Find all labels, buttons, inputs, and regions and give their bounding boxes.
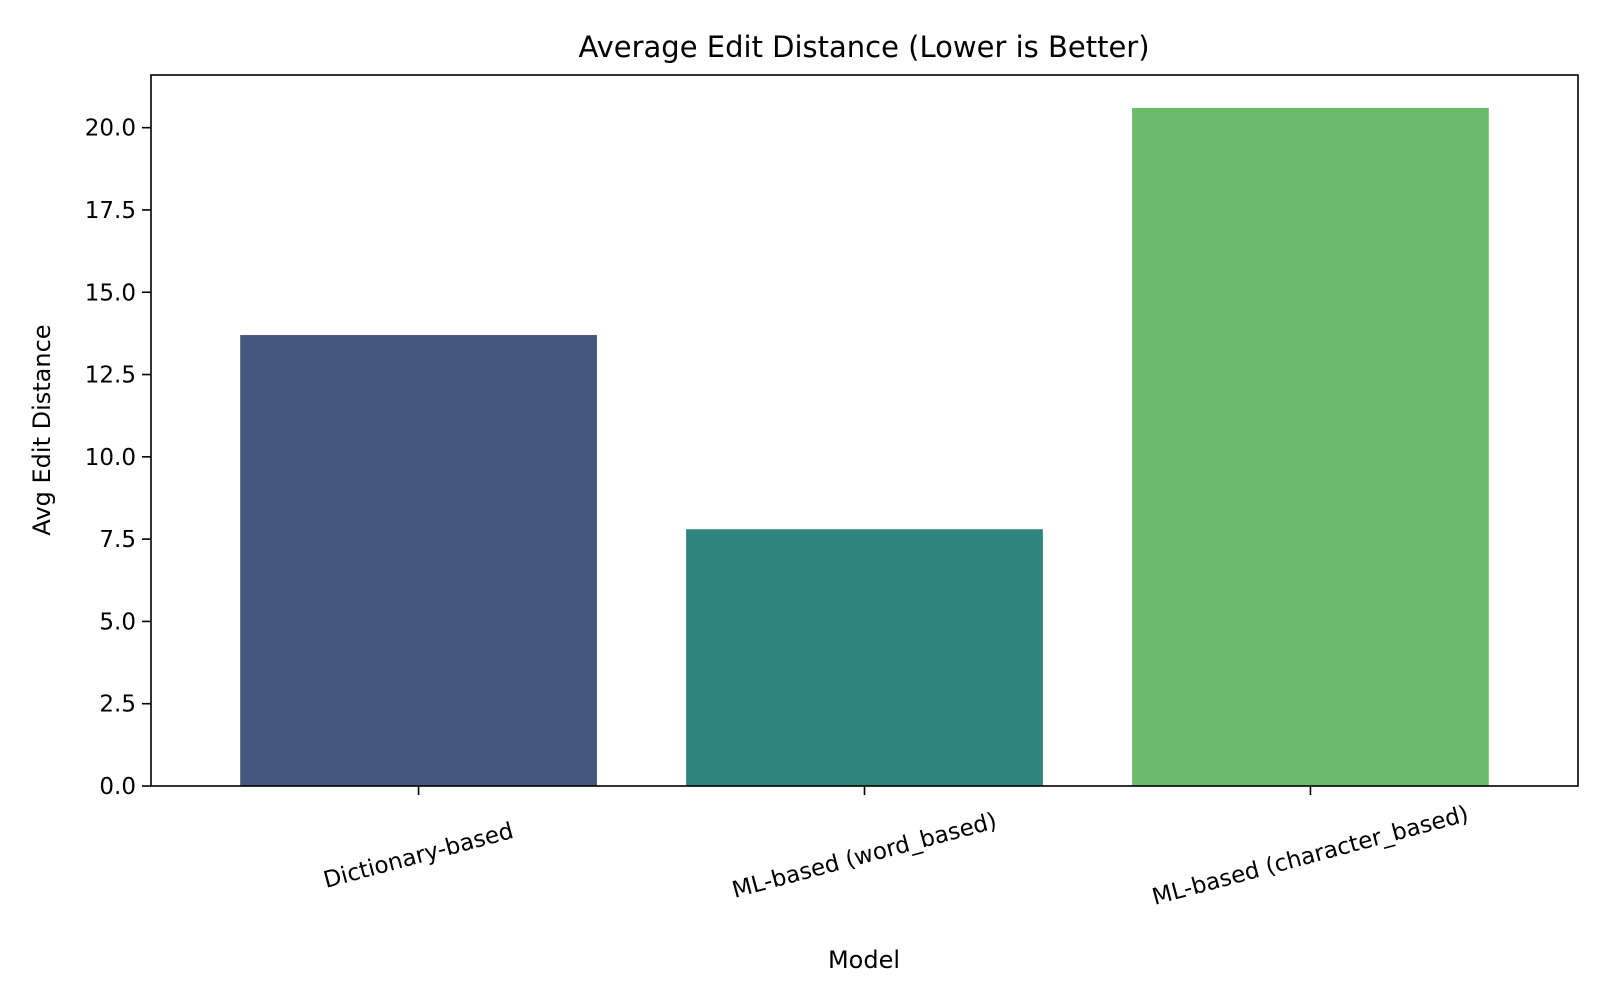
y-axis: 0.0 2.5 5.0 7.5 10.0 12.5 15.0 17.5 20.0 [85, 116, 151, 800]
x-axis: Dictionary-based ML-based (word_based) ML-… [321, 786, 1471, 911]
chart-title: Average Edit Distance (Lower is Better) [578, 30, 1149, 64]
bars [240, 107, 1489, 786]
y-tick-label: 5.0 [99, 609, 136, 635]
y-tick-label: 7.5 [99, 527, 136, 553]
y-tick-label: 20.0 [85, 116, 136, 142]
bar [240, 335, 597, 786]
y-tick-label: 15.0 [85, 280, 136, 306]
y-tick-label: 10.0 [85, 445, 136, 471]
x-tick-label: Dictionary-based [321, 818, 516, 894]
x-tick-label: ML-based (word_based) [729, 808, 999, 904]
y-tick-label: 2.5 [99, 692, 136, 718]
plot-frame [150, 74, 1579, 787]
y-tick-label: 12.5 [85, 363, 136, 389]
y-axis-label: Avg Edit Distance [28, 324, 56, 535]
x-axis-label: Model [828, 946, 900, 974]
y-tick-label: 0.0 [99, 774, 136, 800]
bar [686, 529, 1043, 786]
x-tick-label: ML-based (character_based) [1149, 801, 1471, 911]
bar [1132, 107, 1489, 786]
y-tick-label: 17.5 [85, 198, 136, 224]
